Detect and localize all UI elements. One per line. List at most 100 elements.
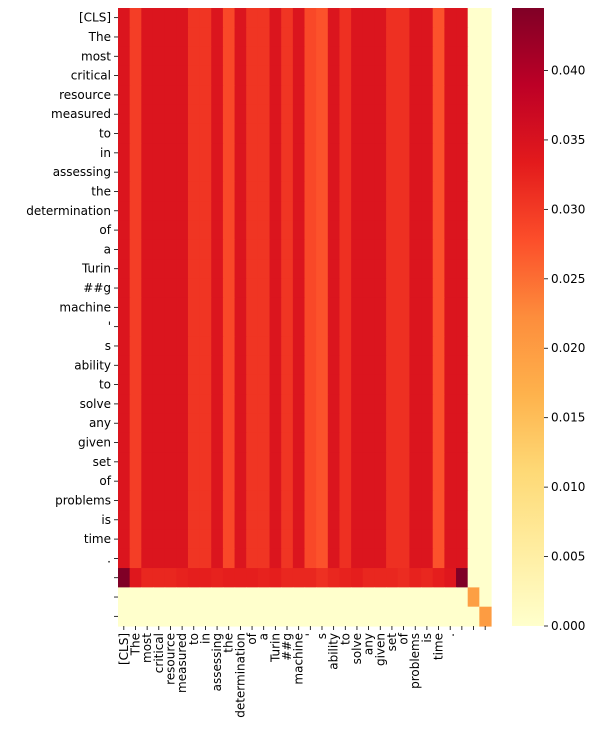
heatmap-cell <box>479 317 492 337</box>
heatmap-cell <box>444 568 457 588</box>
heatmap-cell <box>374 336 387 357</box>
colorbar-tick-label: 0.005 <box>551 550 585 564</box>
heatmap-cell <box>339 471 352 492</box>
heatmap-cell <box>397 374 411 395</box>
heatmap-cell <box>479 490 492 511</box>
heatmap-cell <box>327 471 341 492</box>
heatmap-cell <box>421 490 434 511</box>
heatmap-cell <box>199 413 212 434</box>
heatmap-cell <box>397 336 411 357</box>
row-label: to <box>99 127 111 141</box>
heatmap-cell <box>292 374 306 395</box>
heatmap-cell <box>222 162 236 183</box>
heatmap-cell <box>444 297 457 318</box>
heatmap-cell <box>292 548 306 569</box>
heatmap-cell <box>374 452 387 473</box>
heatmap-cell <box>327 162 341 183</box>
heatmap-cell <box>409 297 422 318</box>
heatmap-cell <box>327 297 341 318</box>
heatmap-cell <box>339 548 352 569</box>
heatmap-cell <box>479 259 492 279</box>
heatmap-cell <box>199 239 212 260</box>
heatmap-cell <box>432 413 445 434</box>
heatmap-cell <box>246 548 259 569</box>
heatmap-cell <box>246 394 259 415</box>
row-label: of <box>99 223 111 237</box>
heatmap-cell <box>176 606 189 627</box>
heatmap-cell <box>397 297 411 318</box>
heatmap-cell <box>118 587 131 608</box>
heatmap-cell <box>246 162 259 183</box>
heatmap-cell <box>281 394 294 415</box>
heatmap-cell <box>339 297 352 318</box>
heatmap-cell <box>211 123 224 144</box>
heatmap-cell <box>292 85 306 106</box>
heatmap-cell <box>351 123 364 144</box>
heatmap-cell <box>362 452 376 473</box>
column-label: problems <box>408 633 422 689</box>
heatmap-cell <box>164 548 177 569</box>
heatmap-cell <box>211 413 224 434</box>
heatmap-cell <box>409 46 422 67</box>
heatmap-cell <box>292 143 306 164</box>
heatmap-cell <box>386 201 399 222</box>
heatmap-cell <box>304 471 317 492</box>
heatmap-cell <box>304 452 317 473</box>
heatmap-cell <box>234 374 247 395</box>
heatmap-cell <box>409 85 422 106</box>
heatmap-cell <box>444 471 457 492</box>
heatmap-cell <box>152 8 166 28</box>
heatmap-cell <box>257 8 271 28</box>
heatmap-cell <box>444 220 457 241</box>
heatmap-cell <box>339 27 352 48</box>
heatmap-cell <box>432 394 445 415</box>
heatmap-cell <box>362 259 376 279</box>
heatmap-cell <box>397 239 411 260</box>
heatmap-cell <box>118 104 131 125</box>
heatmap-cell <box>234 123 247 144</box>
heatmap-cell <box>374 297 387 318</box>
heatmap-cell <box>374 510 387 531</box>
heatmap-cell <box>456 143 469 164</box>
heatmap-cell <box>409 413 422 434</box>
heatmap-cell <box>164 201 177 222</box>
heatmap-cell <box>199 85 212 106</box>
heatmap-cell <box>257 432 271 453</box>
heatmap-cell <box>467 201 480 222</box>
heatmap-cell <box>129 394 142 415</box>
heatmap-cell <box>479 239 492 260</box>
heatmap-cell <box>409 317 422 337</box>
heatmap-cell <box>386 123 399 144</box>
heatmap-cell <box>409 123 422 144</box>
heatmap-cell <box>327 432 341 453</box>
heatmap-cell <box>444 510 457 531</box>
heatmap-cell <box>269 394 282 415</box>
heatmap-cell <box>386 587 399 608</box>
heatmap-cell <box>269 355 282 376</box>
heatmap-cell <box>199 65 212 86</box>
row-label: . <box>107 551 111 565</box>
heatmap-cell <box>456 355 469 376</box>
heatmap-cell <box>456 181 469 202</box>
heatmap-cell <box>327 587 341 608</box>
column-label: a <box>257 633 271 640</box>
heatmap-cell <box>199 452 212 473</box>
heatmap-cell <box>176 568 189 588</box>
heatmap-cell <box>281 220 294 241</box>
heatmap-cell <box>164 568 177 588</box>
heatmap-cell <box>432 201 445 222</box>
colorbar-tick-label: 0.035 <box>551 133 585 147</box>
heatmap-cell <box>362 278 376 299</box>
heatmap-cell <box>421 587 434 608</box>
heatmap-cell <box>257 587 271 608</box>
heatmap-cell <box>199 568 212 588</box>
heatmap-cell <box>118 220 131 241</box>
heatmap-cell <box>456 278 469 299</box>
heatmap-cell <box>269 548 282 569</box>
heatmap-cell <box>234 143 247 164</box>
heatmap-cell <box>467 548 480 569</box>
heatmap-cell <box>118 143 131 164</box>
heatmap-cell <box>292 123 306 144</box>
heatmap-cell <box>421 394 434 415</box>
heatmap-cell <box>421 452 434 473</box>
